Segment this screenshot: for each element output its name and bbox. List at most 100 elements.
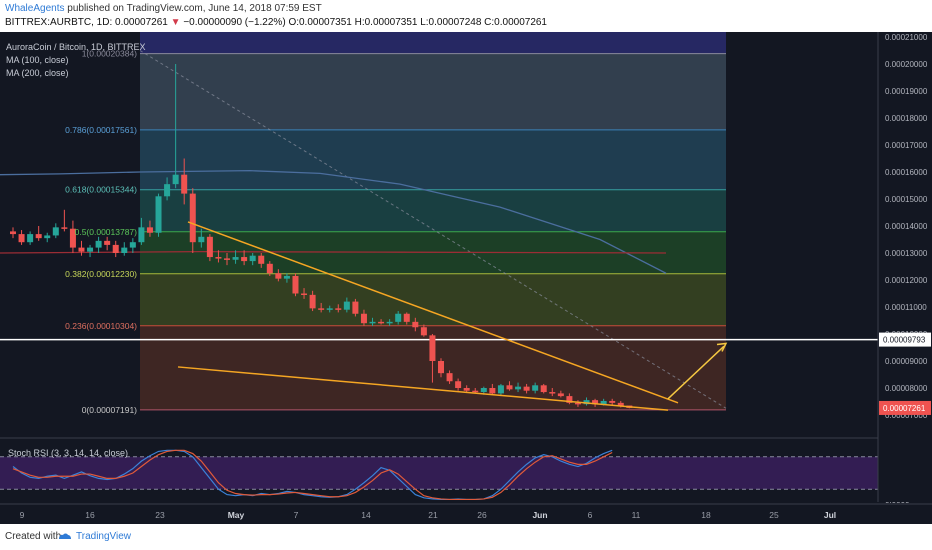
candle-body (181, 174, 188, 194)
candle-body (515, 386, 522, 390)
drawings (177, 221, 728, 411)
candle-body (429, 335, 436, 361)
tradingview-brand[interactable]: TradingView (76, 531, 132, 542)
candle-body (489, 388, 496, 394)
rsi-label: Stoch RSI (3, 3, 14, 14, close) (8, 448, 128, 458)
candle-body (369, 321, 376, 324)
candle-body (480, 388, 487, 393)
fib-label: 0.236(0.00010304) (65, 321, 137, 331)
candle-body (138, 227, 145, 243)
candles (10, 64, 633, 409)
fib-label: 0.382(0.00012230) (65, 269, 137, 279)
candle-body (87, 247, 94, 252)
candle-body (583, 400, 590, 405)
candle-body (549, 392, 556, 394)
last-price-badge (879, 400, 931, 415)
price-change: −0.00000090 (−1.22%) (183, 17, 286, 28)
candle-body (241, 257, 248, 262)
projection-arrow-line (667, 345, 725, 400)
candle-body (309, 294, 316, 309)
candle-body (155, 196, 162, 233)
price-tick-label: 0.00017000 (885, 141, 928, 150)
candle-body (497, 385, 504, 394)
candle-body (35, 234, 42, 239)
candle-body (592, 400, 599, 405)
upper-trendline (187, 221, 679, 404)
candle-body (164, 184, 171, 197)
chart-canvas[interactable]: 1(0.00020384) 0.786(0.00017561) 0.618(0.00… (0, 32, 932, 524)
price-tick-label: 0.00011000 (885, 303, 927, 312)
candle-body (78, 247, 85, 252)
fib-zone (140, 53, 726, 130)
time-tick-label: 23 (155, 510, 165, 520)
chart-svg[interactable]: 1(0.00020384) 0.786(0.00017561) 0.618(0.00… (0, 32, 932, 524)
time-tick-label: 6 (588, 510, 593, 520)
fib-label: 0.618(0.00015344) (65, 185, 137, 195)
candle-body (121, 247, 128, 253)
time-tick-label: Jun (532, 510, 547, 520)
candle-body (472, 390, 479, 393)
candle-body (258, 255, 265, 264)
hline-price-badge (879, 332, 931, 347)
symbol-line: BITTREX:AURBTC, 1D: 0.00007261 ▼ −0.0000… (5, 17, 547, 28)
hline-price-label: 0.00009793 (883, 336, 926, 345)
candle-body (206, 236, 213, 258)
legend-title: AuroraCoin / Bitcoin, 1D, BITTREX (6, 42, 146, 52)
chart-header: WhaleAgents published on TradingView.com… (0, 0, 932, 32)
time-tick-label: 26 (477, 510, 487, 520)
candle-body (566, 396, 573, 403)
fib-zone (140, 189, 726, 232)
candle-body (44, 235, 51, 239)
ma200-line (0, 250, 667, 254)
price-tick-label: 0.00018000 (885, 114, 928, 123)
price-tick-label: 0.00019000 (885, 87, 928, 96)
candle-body (617, 402, 624, 406)
time-tick-label: 21 (428, 510, 438, 520)
candle-body (283, 275, 290, 279)
candle-body (360, 313, 367, 324)
time-axis: 9 16 23 May 7 14 21 26 Jun 6 11 18 25 Jul (0, 503, 932, 520)
candle-body (403, 313, 410, 322)
author-link[interactable]: WhaleAgents (5, 3, 65, 14)
price-tick-label: 0.00021000 (885, 33, 928, 42)
price-tick-label: 0.00007000 (885, 411, 928, 420)
candle-body (198, 236, 205, 243)
price-axis-bg (878, 32, 932, 502)
fib-zone (140, 129, 726, 190)
tradingview-logo-icon (59, 533, 71, 539)
candle-body (52, 227, 59, 236)
time-tick-label: 16 (85, 510, 95, 520)
symbol-label: BITTREX:AURBTC, 1D (5, 17, 110, 28)
last-price: 0.00007261 (115, 17, 168, 28)
candle-body (412, 321, 419, 328)
ohlc-values: O:0.00007351 H:0.00007351 L:0.00007248 C… (288, 17, 547, 28)
fib-labels: 1(0.00020384) 0.786(0.00017561) 0.618(0.00… (65, 49, 137, 415)
candle-body (352, 301, 359, 314)
candle-body (104, 240, 111, 245)
diagonal-dashed-line (139, 50, 727, 409)
time-tick-label: May (228, 510, 245, 520)
candle-body (446, 373, 453, 382)
projection-arrow-head (716, 342, 728, 352)
fib-label: 0.786(0.00017561) (65, 125, 137, 135)
candle-body (249, 255, 256, 262)
published-text: published on TradingView.com, June 14, 2… (67, 3, 322, 14)
candle-body (600, 400, 607, 405)
candle-body (69, 228, 76, 248)
candle-body (95, 240, 102, 248)
candle-body (27, 234, 34, 243)
price-tick-label: 0.00009000 (885, 357, 928, 366)
candle-body (335, 308, 342, 310)
price-tick-label: 0.00016000 (885, 168, 928, 177)
time-tick-label: 9 (20, 510, 25, 520)
candle-body (215, 257, 222, 259)
candle-body (224, 258, 230, 260)
fib-label: 0(0.00007191) (82, 405, 137, 415)
candle-body (61, 227, 68, 229)
fib-label: 1(0.00020384) (82, 49, 137, 59)
candle-body (395, 313, 402, 322)
chart-footer: Created with TradingView (0, 524, 932, 550)
legend-ma100: MA (100, close) (6, 55, 69, 65)
time-tick-label: Jul (824, 510, 836, 520)
time-tick-label: 14 (361, 510, 371, 520)
